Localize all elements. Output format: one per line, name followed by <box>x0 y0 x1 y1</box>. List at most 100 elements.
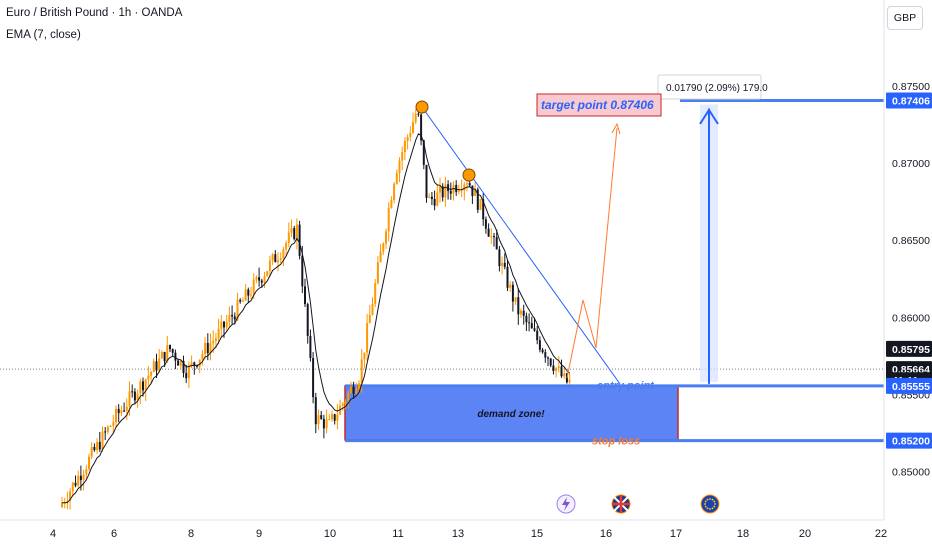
eu-flag-star <box>714 503 716 505</box>
candle-body <box>214 338 217 341</box>
candle-body <box>476 189 479 210</box>
candle-body <box>198 359 201 367</box>
candle-body <box>109 425 112 427</box>
candle-body <box>160 352 163 359</box>
projection-arrowhead <box>611 122 621 135</box>
candle-body <box>252 279 255 295</box>
candle-body <box>525 315 528 323</box>
candle-body <box>274 254 277 263</box>
eu-flag-icon[interactable] <box>700 494 720 514</box>
x-tick-label: 20 <box>799 528 811 540</box>
candle-body <box>422 140 425 165</box>
candle-body <box>179 360 182 366</box>
candle-body <box>479 199 482 210</box>
pivot-high-marker[interactable] <box>415 100 429 114</box>
candle-body <box>204 342 207 355</box>
candle-body <box>390 199 393 208</box>
candle-body <box>425 164 428 198</box>
candle-body <box>520 310 522 315</box>
eu-flag-star <box>704 500 707 503</box>
eu-flag-star <box>704 505 707 508</box>
candle-body <box>393 183 396 200</box>
candle-body <box>123 410 126 412</box>
candle-body <box>484 219 487 229</box>
candle-body <box>522 310 525 316</box>
price-tag-box <box>886 92 932 109</box>
demand-zone-box[interactable] <box>344 385 679 441</box>
candle-body <box>155 361 158 371</box>
pivot-lower-high-marker[interactable] <box>462 168 476 182</box>
candle-body <box>106 426 109 432</box>
eu-flag-star <box>711 498 714 501</box>
candle-body <box>239 299 242 302</box>
candle-body <box>79 475 82 481</box>
candle-body <box>530 323 533 329</box>
target-label-box[interactable] <box>536 93 662 117</box>
price-tag-box <box>886 432 932 449</box>
y-tick-label: 0.87500 <box>892 81 930 93</box>
candle-body <box>71 482 74 492</box>
stop-loss-label: stop loss <box>592 436 640 448</box>
candle-body <box>147 375 150 380</box>
candle-body <box>452 184 455 194</box>
candle-body <box>225 321 228 328</box>
candle-body <box>412 121 414 133</box>
candle-body <box>460 190 463 192</box>
candle-body <box>528 322 531 324</box>
candle-body <box>317 415 320 425</box>
candle-body <box>304 286 306 305</box>
candle-body <box>158 358 161 371</box>
trendline[interactable] <box>421 106 621 385</box>
price-tag-box <box>886 340 932 357</box>
candle-body <box>136 393 139 401</box>
currency-button[interactable]: GBP <box>887 6 923 30</box>
candle-body <box>177 360 180 366</box>
candle-body <box>331 414 333 420</box>
candle-body <box>349 386 352 393</box>
candle-body <box>433 199 436 206</box>
candle-body <box>444 184 447 198</box>
candle-body <box>495 237 498 250</box>
candle-body <box>120 410 123 414</box>
price-tag: 0.87406 <box>892 95 930 107</box>
candle-body <box>190 362 193 366</box>
candle-body <box>223 321 225 328</box>
demand-zone-label: demand zone! <box>477 409 545 420</box>
candle-body <box>401 152 404 161</box>
candle-body <box>295 224 298 240</box>
candle-body <box>538 340 541 350</box>
candle-body <box>231 314 234 317</box>
candle-body <box>233 316 236 320</box>
x-tick-label: 18 <box>737 528 749 540</box>
candle-body <box>306 304 309 337</box>
candle-body <box>336 414 339 421</box>
candle-body <box>263 276 266 283</box>
candle-body <box>139 381 142 394</box>
candle-body <box>260 280 263 283</box>
candle-body <box>474 189 477 196</box>
candle-body <box>74 482 77 486</box>
candle-body <box>298 224 301 256</box>
candle-body <box>506 266 509 288</box>
indicator-label[interactable]: EMA (7, close) <box>6 29 81 41</box>
candle-body <box>101 431 104 450</box>
candle-body <box>133 391 136 401</box>
measure-label-box[interactable] <box>657 74 762 100</box>
candle-body <box>115 408 117 423</box>
x-tick-label: 16 <box>600 528 612 540</box>
candle-body <box>279 258 282 261</box>
candle-body <box>555 367 558 371</box>
candle-body <box>82 474 85 481</box>
candle-body <box>466 183 468 185</box>
candle-body <box>355 389 358 394</box>
candle-body <box>439 186 441 193</box>
projection-path[interactable] <box>566 127 618 379</box>
candle-body <box>185 373 188 379</box>
candle-body <box>514 297 517 302</box>
candle-body <box>498 249 501 267</box>
candle-body <box>414 113 417 122</box>
ema-layer <box>62 133 570 504</box>
candle-body <box>382 243 385 252</box>
